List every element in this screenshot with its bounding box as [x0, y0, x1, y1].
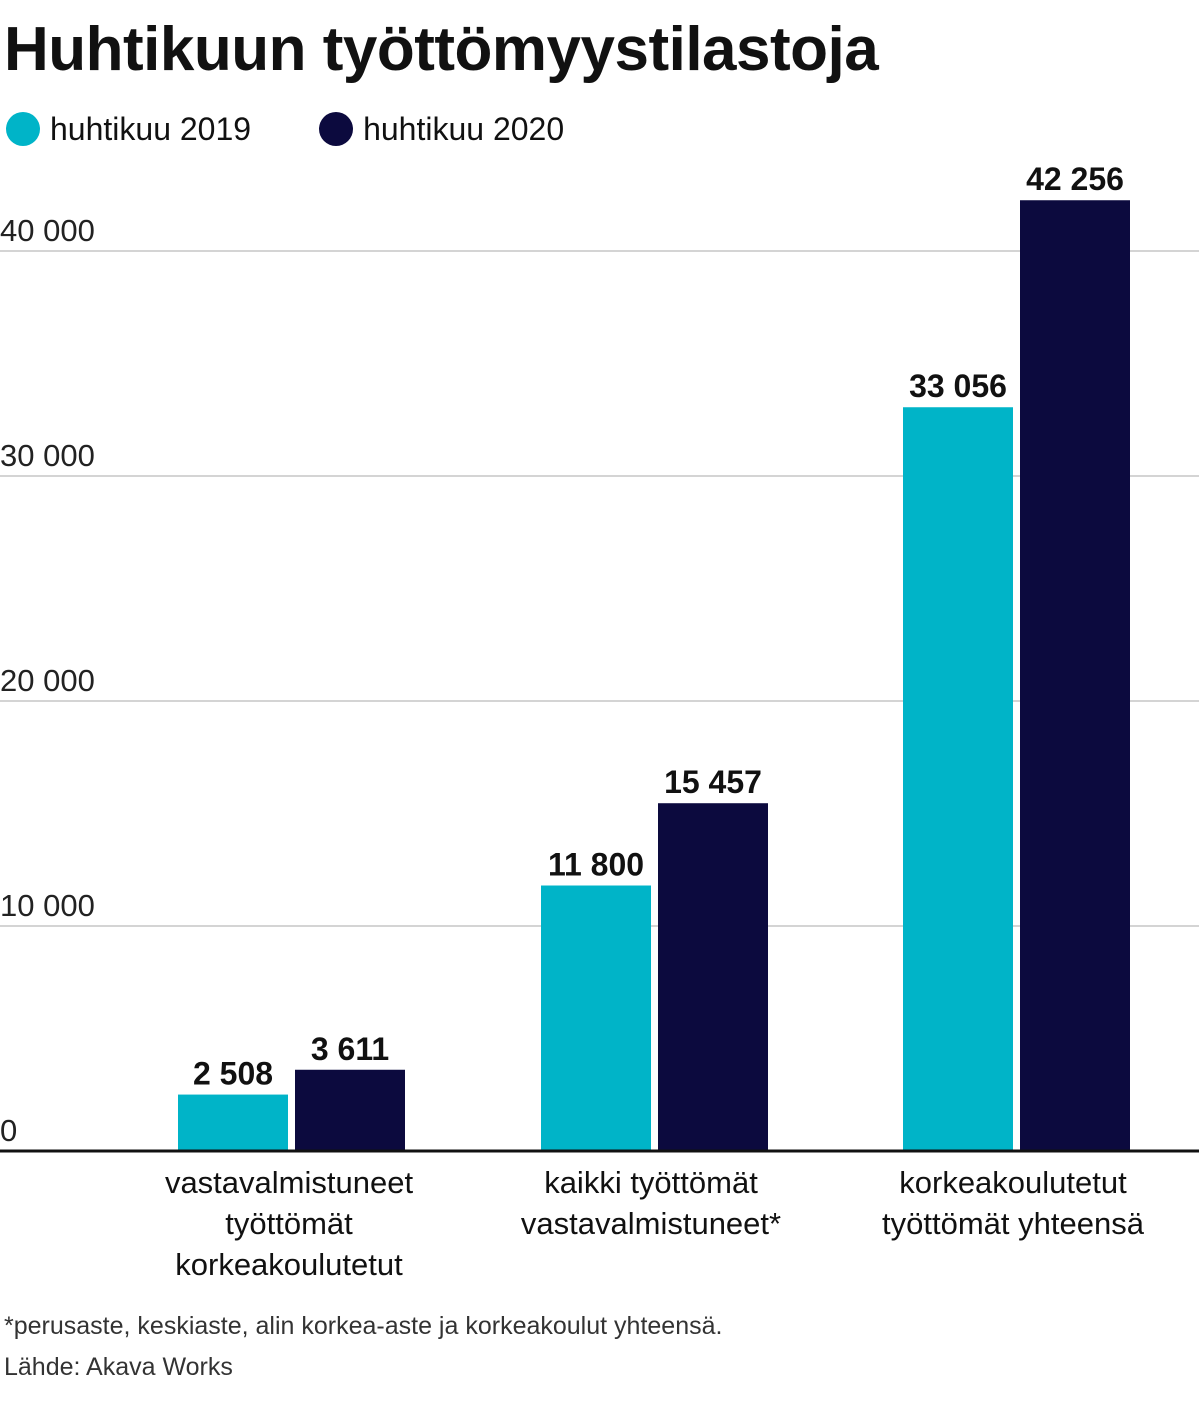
- data-label: 11 800: [548, 847, 644, 883]
- x-category-label-line: korkeakoulutetut: [175, 1247, 403, 1282]
- y-tick-label: 10 000: [0, 888, 95, 923]
- bar-2020-2: [1020, 200, 1130, 1152]
- bar-2019-1: [541, 885, 651, 1151]
- chart-title: Huhtikuun työttömyystilastoja: [4, 15, 879, 84]
- bar-2019-2: [903, 407, 1013, 1151]
- x-category-label-line: työttömät: [225, 1206, 353, 1241]
- footnote: *perusaste, keskiaste, alin korkea-aste …: [4, 1312, 723, 1340]
- bar-2020-0: [295, 1069, 405, 1151]
- x-category-label: korkeakoulutetut työttömät yhteensä: [882, 1165, 1145, 1241]
- legend-item-2019: huhtikuu 2019: [6, 111, 251, 148]
- x-category-label-line: vastavalmistuneet: [165, 1165, 414, 1200]
- bar-2020-1: [658, 803, 768, 1151]
- data-label: 33 056: [909, 368, 1007, 404]
- x-category-label-line: korkeakoulutetut: [899, 1165, 1127, 1200]
- x-category-label: kaikki työttömät vastavalmistuneet*: [521, 1165, 781, 1241]
- bar-2019-0: [178, 1094, 288, 1151]
- bar-chart: 0 10 000 20 000 30 000 40 000 2 508 11 800 33 0…: [0, 161, 1199, 1282]
- legend-label-2019: huhtikuu 2019: [50, 110, 252, 147]
- chart-legend: huhtikuu 2019 huhtikuu 2020: [6, 106, 632, 152]
- legend-swatch-2020: [319, 112, 354, 146]
- y-tick-label: 20 000: [0, 663, 95, 698]
- x-category-label-line: kaikki työttömät: [544, 1165, 758, 1200]
- y-tick-label: 0: [0, 1113, 17, 1148]
- x-category-label-line: työttömät yhteensä: [882, 1206, 1145, 1241]
- legend-swatch-2019: [6, 112, 40, 146]
- legend-item-2020: huhtikuu 2020: [319, 111, 564, 148]
- source-note: Lähde: Akava Works: [4, 1353, 233, 1381]
- data-label: 15 457: [664, 764, 762, 800]
- legend-label-2020: huhtikuu 2020: [363, 110, 565, 147]
- data-label: 3 611: [311, 1031, 389, 1067]
- x-category-label-line: vastavalmistuneet*: [521, 1206, 781, 1241]
- data-label: 2 508: [193, 1056, 273, 1092]
- y-tick-label: 30 000: [0, 438, 95, 473]
- data-label: 42 256: [1026, 161, 1124, 197]
- x-category-label: vastavalmistuneet työttömät korkeakoulutet…: [165, 1165, 414, 1282]
- y-tick-label: 40 000: [0, 213, 95, 248]
